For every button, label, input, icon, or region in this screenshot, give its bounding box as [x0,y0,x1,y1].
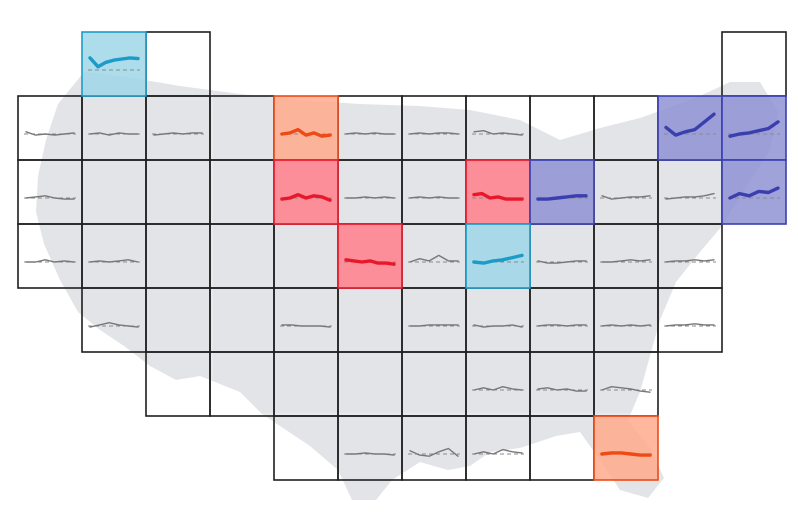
tile-trend-line [537,387,587,392]
tile-trend-line [473,448,523,455]
map-tile [337,223,403,289]
tile-trend-line [601,259,651,263]
tile-trend-line [409,447,459,457]
map-tile [657,95,723,161]
tile-trend-line [280,192,332,202]
tile-trend-line [601,195,651,200]
tile-trend-line [665,323,715,327]
tile-highlight [337,223,403,289]
map-tile [465,223,531,289]
tile-trend-line [409,132,459,135]
tile-trend-line [281,324,331,328]
map-tile [721,159,787,225]
tile-trend-line [344,258,396,266]
tile-highlight [273,159,339,225]
tile-trend-line [88,56,140,69]
tile-highlight [593,415,659,481]
tile-trend-line [728,120,780,138]
tile-trend-line [409,324,459,327]
map-tile [593,415,659,481]
tile-trend-line [537,260,587,264]
tile-trend-line [537,324,587,327]
tile-trend-line [665,192,715,200]
tile-trend-line [600,451,652,457]
tile-trend-line [472,191,524,201]
tile-trend-line [536,194,588,201]
tile-trend-line [89,322,139,328]
tile-trend-line [409,196,459,199]
tile-trend-line [345,132,395,135]
tile-trend-line [89,259,139,263]
map-tile [81,31,147,97]
map-tile [273,95,339,161]
map-tile [529,159,595,225]
tile-trend-line [25,259,75,263]
tile-trend-line [89,132,139,136]
tile-highlight [529,159,595,225]
map-tile [465,159,531,225]
tile-trend-line [25,195,75,200]
tile-trend-line [601,324,651,327]
tile-trend-line [665,259,715,263]
tile-trend-line [472,253,524,265]
tile-trend-line [473,129,523,136]
tile-highlight [465,159,531,225]
tile-highlight [81,31,147,97]
map-tile [657,287,723,353]
tile-trend-line [409,254,459,263]
tile-trend-line [473,386,523,391]
tile-highlight [273,95,339,161]
tile-grid [17,31,787,481]
tile-trend-line [25,131,75,136]
tile-trend-line [345,196,395,199]
tile-highlight [721,95,787,161]
tile-trend-line [664,112,716,137]
map-tile [721,95,787,161]
tile-frame [657,287,723,353]
map-tile [273,159,339,225]
tile-trend-line [601,386,651,393]
tile-trend-line [153,132,203,136]
tile-trend-line [473,324,523,328]
tile-trend-line [345,452,395,456]
tile-trend-line [280,127,332,138]
tile-trend-line [728,186,780,200]
